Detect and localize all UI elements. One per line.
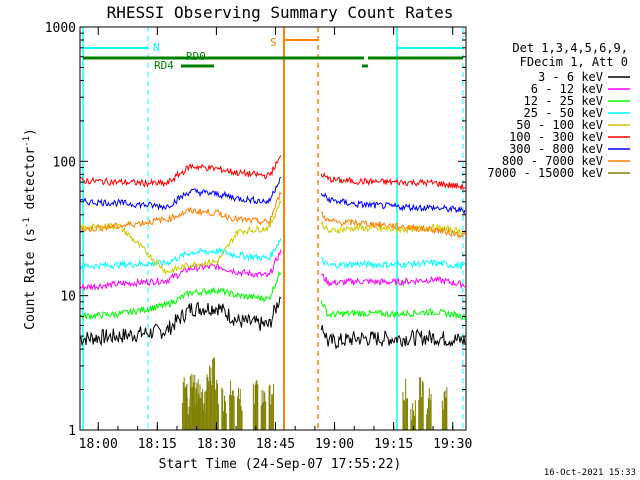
y-axis-label: Count Rate (s-1 detector-1): [22, 128, 38, 330]
series-line-2: [79, 270, 466, 321]
y-axis-label-sup2: -1: [22, 136, 32, 147]
y-tick-label-3: 1000: [45, 21, 76, 36]
y-axis-label-sup1: -1: [22, 217, 32, 228]
x-axis: 18:00 18:15 18:30 18:45 19:00 19:15 19:30: [79, 27, 472, 452]
chart-title: RHESSI Observing Summary Count Rates: [107, 3, 454, 22]
x-tick-label-6: 19:30: [433, 437, 472, 452]
annotation-labels: N S RD0 RD4: [153, 36, 277, 72]
legend-header-1: Det 1,3,4,5,6,9,: [512, 41, 628, 55]
x-tick-label-4: 19:00: [315, 437, 354, 452]
annotation-rd0: RD0: [186, 50, 206, 63]
legend-entry-label-3: 25 - 50 keV: [524, 106, 603, 120]
y-axis: 1 10 100 1000: [45, 21, 466, 439]
legend: Det 1,3,4,5,6,9, FDecim 1, Att 0 3 - 6 k…: [487, 41, 630, 180]
series-layer: [79, 155, 466, 430]
legend-entry-label-2: 12 - 25 keV: [524, 94, 603, 108]
series-line-3: [79, 238, 466, 271]
y-axis-label-end: ): [23, 128, 38, 136]
series-line-6: [79, 176, 466, 216]
x-tick-label-5: 19:15: [374, 437, 413, 452]
annotation-n: N: [153, 41, 160, 54]
y-axis-label-main: Count Rate (s: [23, 228, 38, 330]
series-line-7: [79, 190, 466, 239]
annotation-rd4: RD4: [154, 59, 174, 72]
y-axis-label-mid: detector: [23, 147, 38, 218]
x-tick-label-1: 18:15: [138, 437, 177, 452]
legend-entry-label-0: 3 - 6 keV: [538, 70, 603, 84]
legend-entry-label-6: 300 - 800 keV: [509, 142, 603, 156]
legend-entry-label-1: 6 - 12 keV: [531, 82, 603, 96]
series-line-0: [79, 296, 466, 350]
series-line-1: [79, 249, 466, 292]
legend-entry-label-7: 800 - 7000 keV: [502, 154, 603, 168]
legend-header-2: FDecim 1, Att 0: [520, 55, 628, 69]
legend-entry-label-8: 7000 - 15000 keV: [487, 166, 603, 180]
timestamp: 16-Oct-2021 15:33: [544, 468, 636, 478]
x-tick-label-3: 18:45: [256, 437, 295, 452]
x-tick-label-0: 18:00: [79, 437, 118, 452]
annotation-s: S: [270, 36, 277, 49]
plot-frame: [79, 26, 467, 431]
y-tick-label-2: 100: [53, 155, 76, 170]
y-tick-label-1: 10: [60, 290, 76, 305]
x-axis-label: Start Time (24-Sep-07 17:55:22): [159, 457, 402, 472]
y-tick-label-0: 1: [68, 424, 76, 439]
series-line-5: [79, 155, 466, 190]
x-tick-label-2: 18:30: [197, 437, 236, 452]
legend-entry-label-5: 100 - 300 keV: [509, 130, 603, 144]
legend-entry-label-4: 50 - 100 keV: [516, 118, 603, 132]
overlay-lines: [82, 27, 464, 430]
